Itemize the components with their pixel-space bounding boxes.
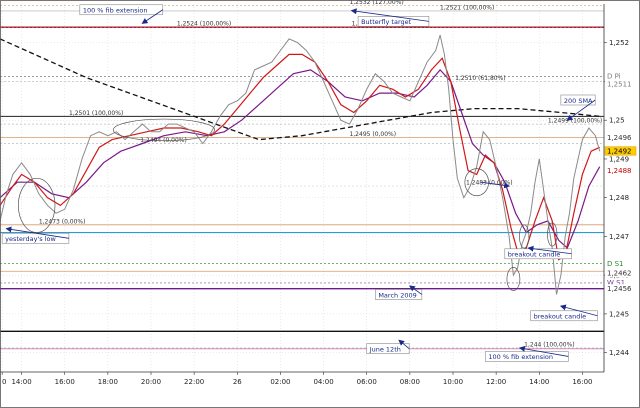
x-tick-label-8: 04:00 [313,378,333,386]
annotation-arrow-7 [398,339,410,350]
sma-200-line [0,38,600,141]
annotation-box-0 [79,4,164,16]
annotation-text-8: 100 % fib extension [488,353,553,361]
x-tick-label-5: 22:00 [184,378,204,386]
level-label-3: 1,2521 (100,00%) [440,4,494,11]
annotation-text-5: March 2009 [378,291,416,299]
y-tick-label-8: 1,244 [609,349,630,357]
x-tick-label-12: 12:00 [486,378,506,386]
x-tick-label-6: 26 [233,378,242,386]
price-label-box-4 [604,146,637,156]
level-label-19: 1,244 (100,00%) [524,341,574,348]
pattern-circle-2 [464,168,489,197]
y-tick-label-4: 1,248 [609,194,629,202]
x-tick-label-13: 14:00 [529,378,549,386]
price-label-box-6 [605,259,636,268]
ema-fast-line [0,53,600,261]
annotation-text-0: 100 % fib extension [83,7,148,15]
price-label-box-5 [605,166,636,175]
pattern-circle-4 [519,224,530,249]
price-label-6: D S1 [607,260,624,268]
price-label-9: 1,2456 [607,285,632,293]
level-label-2: 1,2532 (127,00%) [349,0,403,6]
y-tick-label-5: 1,247 [609,233,629,241]
level-label-5: 1,2510 (61,80%) [455,75,505,82]
price-label-4: 1,2492 [607,148,632,156]
annotation-text-6: breakout candle [534,313,587,321]
annotation-arrow-4 [527,245,572,255]
annotation-arrow-8 [518,345,569,357]
price-label-2: 1,2511 [607,80,632,88]
x-tick-label-1: 14:00 [11,378,31,386]
annotation-box-7 [366,343,410,354]
annotation-arrow-1 [350,8,429,22]
price-label-3: 1,2496 [607,134,632,142]
x-tick-label-4: 20:00 [141,378,161,386]
annotation-text-7: June 12th [369,345,401,353]
annotation-text-1: Butterfly target [361,18,412,26]
annotation-arrow-2 [566,99,596,121]
pattern-circle-1 [112,118,215,142]
level-label-7: 1,2499 (100,00%) [548,118,602,125]
price-label-1: D Pi [607,73,621,81]
y-tick-label-3: 1,249 [609,155,629,163]
annotation-arrow-3 [5,226,69,239]
level-label-6: 1,2501 (100,00%) [69,110,123,117]
y-tick-label-7: 1,245 [609,310,629,318]
x-tick-label-2: 16:00 [55,378,75,386]
annotation-arrow-5 [409,285,423,295]
price-close-line [0,34,601,295]
x-tick-label-11: 10:00 [443,378,463,386]
x-tick-label-0: 0 [2,378,6,386]
x-tick-label-10: 08:00 [400,378,420,386]
horizontal-levels: 1,2524 (100,00%)1,2524 (100,00%)1,2532 (… [0,0,604,350]
annotation-arrow-9 [480,181,511,189]
price-label-box-8 [605,278,636,287]
price-label-box-9 [605,284,636,293]
pattern-circle-3 [506,267,521,292]
y-tick-label-2: 1,25 [609,117,625,125]
y-tick-label-0: 1,252 [609,39,629,47]
annotation-arrow-0 [141,9,163,24]
price-label-box-2 [605,79,636,89]
pattern-circle-0 [17,177,56,233]
pattern-circles [17,118,558,292]
price-label-box-7 [605,268,636,278]
price-label-7: 1,2462 [607,270,632,278]
price-label-8: W S1 [607,279,625,287]
price-label-0: 1,2532 [607,2,632,10]
annotation-text-2: 200 SMA [564,97,593,105]
x-tick-label-14: 16:00 [572,378,592,386]
annotation-arrow-6 [559,304,598,317]
level-label-8: 1,2495 (0,00%) [349,131,396,138]
pattern-circle-5 [547,222,558,247]
price-paths [0,34,601,295]
annotation-text-3: yesterday's low [5,235,56,243]
price-label-box-0 [605,1,636,10]
ema-slow-line [0,68,601,250]
annotation-text-4: breakout candle [508,251,561,259]
price-label-5: 1,2488 [607,167,632,175]
x-tick-label-3: 18:00 [98,378,118,386]
x-tick-label-7: 02:00 [270,378,290,386]
level-label-11: 1,2473 (0,00%) [39,218,86,225]
annotations: 100 % fib extension Butterfly target 200 S… [1,4,598,362]
price-label-box-3 [605,133,636,142]
x-tick-label-9: 06:00 [357,378,377,386]
price-label-box-1 [605,71,636,81]
level-label-0: 1,2524 (100,00%) [177,21,231,28]
